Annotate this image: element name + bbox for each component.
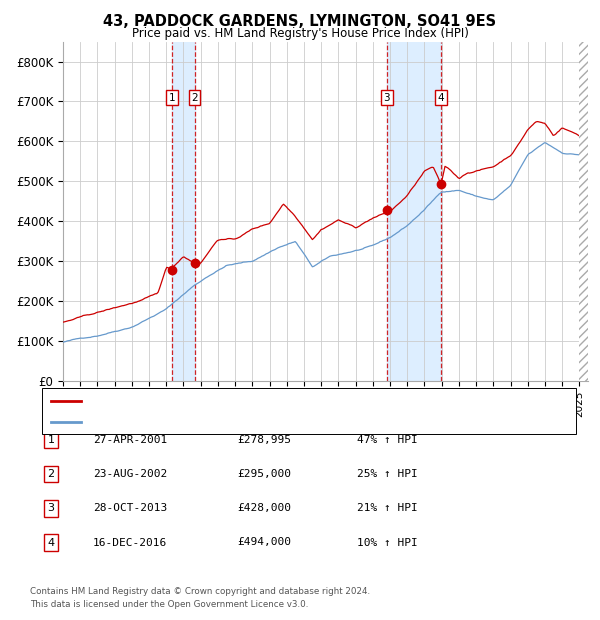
- Text: £428,000: £428,000: [237, 503, 291, 513]
- Text: 3: 3: [47, 503, 55, 513]
- Text: 16-DEC-2016: 16-DEC-2016: [93, 538, 167, 547]
- Text: 2: 2: [191, 92, 198, 102]
- Text: 28-OCT-2013: 28-OCT-2013: [93, 503, 167, 513]
- Text: 21% ↑ HPI: 21% ↑ HPI: [357, 503, 418, 513]
- Text: £278,995: £278,995: [237, 435, 291, 445]
- Text: 27-APR-2001: 27-APR-2001: [93, 435, 167, 445]
- Text: 47% ↑ HPI: 47% ↑ HPI: [357, 435, 418, 445]
- Text: 23-AUG-2002: 23-AUG-2002: [93, 469, 167, 479]
- Text: 25% ↑ HPI: 25% ↑ HPI: [357, 469, 418, 479]
- Text: £494,000: £494,000: [237, 538, 291, 547]
- Text: 2: 2: [47, 469, 55, 479]
- Text: 43, PADDOCK GARDENS, LYMINGTON, SO41 9ES: 43, PADDOCK GARDENS, LYMINGTON, SO41 9ES: [103, 14, 497, 29]
- Text: £295,000: £295,000: [237, 469, 291, 479]
- Text: HPI: Average price, detached house, New Forest: HPI: Average price, detached house, New …: [87, 417, 350, 427]
- Text: Price paid vs. HM Land Registry's House Price Index (HPI): Price paid vs. HM Land Registry's House …: [131, 27, 469, 40]
- Text: 3: 3: [383, 92, 390, 102]
- Text: 4: 4: [47, 538, 55, 547]
- Text: 43, PADDOCK GARDENS, LYMINGTON, SO41 9ES (detached house): 43, PADDOCK GARDENS, LYMINGTON, SO41 9ES…: [87, 396, 449, 405]
- Text: 1: 1: [47, 435, 55, 445]
- Text: Contains HM Land Registry data © Crown copyright and database right 2024.: Contains HM Land Registry data © Crown c…: [30, 587, 370, 596]
- Text: 10% ↑ HPI: 10% ↑ HPI: [357, 538, 418, 547]
- Bar: [387, 42, 441, 381]
- Bar: [172, 42, 194, 381]
- Polygon shape: [580, 42, 588, 381]
- Text: 4: 4: [437, 92, 445, 102]
- Text: 1: 1: [169, 92, 175, 102]
- Text: This data is licensed under the Open Government Licence v3.0.: This data is licensed under the Open Gov…: [30, 600, 308, 609]
